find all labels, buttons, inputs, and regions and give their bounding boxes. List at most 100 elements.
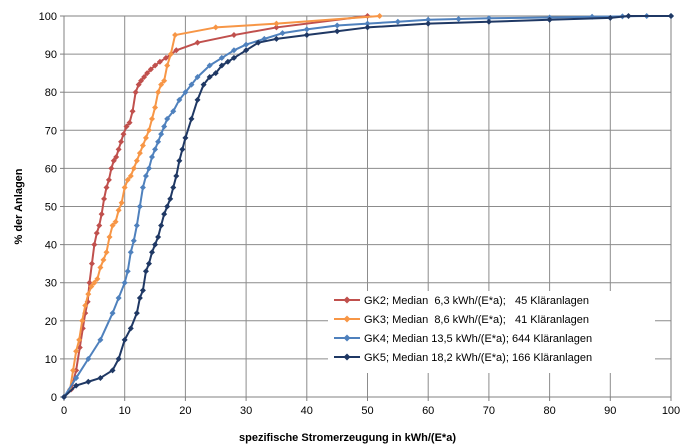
data-point — [230, 32, 237, 39]
data-point — [303, 26, 310, 33]
data-point — [164, 203, 171, 210]
data-point — [152, 104, 159, 111]
data-point — [145, 260, 152, 267]
data-point — [123, 123, 130, 130]
data-point — [303, 32, 310, 39]
legend-label: GK3; Median 8,6 kWh/(E*a); 41 Kläranlage… — [364, 314, 589, 326]
data-point — [485, 15, 492, 22]
data-point — [135, 81, 142, 88]
data-point — [103, 249, 110, 256]
data-point — [149, 153, 156, 160]
data-point — [79, 317, 86, 324]
y-tick-label: 50 — [45, 202, 57, 214]
x-tick-label: 40 — [301, 405, 313, 417]
y-tick-label: 80 — [45, 87, 57, 99]
data-point — [98, 211, 105, 218]
data-point — [158, 81, 165, 88]
data-point — [126, 119, 133, 126]
x-axis-title: spezifische Stromerzeugung in kWh/(E*a) — [239, 432, 456, 444]
data-point — [212, 70, 219, 77]
y-axis-title: % der Anlagen — [13, 168, 25, 244]
data-point — [273, 35, 280, 42]
data-point — [218, 54, 225, 61]
data-point — [142, 134, 149, 141]
data-point — [113, 153, 120, 160]
data-point — [364, 20, 371, 27]
data-point — [425, 20, 432, 27]
x-tick-label: 10 — [119, 405, 131, 417]
data-point — [161, 211, 168, 218]
legend-swatch-marker — [343, 296, 351, 304]
data-point — [85, 378, 92, 385]
data-point — [76, 336, 83, 343]
data-point — [164, 115, 171, 122]
y-tick-label: 90 — [45, 49, 57, 61]
data-point — [155, 89, 162, 96]
y-tick-label: 60 — [45, 163, 57, 175]
data-point — [194, 73, 201, 80]
data-point — [172, 32, 179, 39]
x-tick-label: 60 — [422, 405, 434, 417]
data-point — [394, 18, 401, 25]
data-point — [105, 176, 112, 183]
legend-swatch-marker — [343, 334, 351, 342]
data-point — [200, 81, 207, 88]
data-point — [167, 195, 174, 202]
data-point — [218, 62, 225, 69]
data-point — [243, 47, 250, 54]
data-point — [212, 24, 219, 31]
data-point — [108, 165, 115, 172]
legend-item: GK5; Median 18,2 kWh/(E*a); 166 Kläranla… — [334, 352, 592, 364]
legend-swatch-marker — [343, 353, 351, 361]
data-point — [97, 264, 104, 271]
data-point — [70, 367, 77, 374]
x-tick-label: 70 — [483, 405, 495, 417]
data-point — [425, 16, 432, 23]
data-point — [161, 123, 168, 130]
data-point — [161, 77, 168, 84]
data-point — [279, 30, 286, 37]
data-point — [121, 279, 128, 286]
data-point — [376, 13, 383, 19]
legend-label: GK4; Median 13,5 kWh/(E*a); 644 Kläranla… — [364, 333, 592, 345]
y-tick-label: 0 — [51, 392, 57, 404]
data-point — [162, 54, 169, 61]
data-point — [109, 222, 116, 229]
data-point — [115, 294, 122, 301]
data-point — [152, 62, 159, 69]
data-point — [133, 157, 140, 164]
series-line — [63, 15, 671, 398]
x-tick-label: 0 — [61, 405, 67, 417]
data-point — [194, 39, 201, 46]
data-point — [139, 287, 146, 294]
data-point — [155, 138, 162, 145]
data-point — [546, 16, 553, 23]
data-point — [61, 394, 67, 400]
data-point — [130, 237, 137, 244]
data-point — [144, 70, 151, 77]
data-point — [167, 51, 174, 58]
data-point — [127, 249, 134, 256]
data-point — [173, 173, 180, 180]
data-point — [182, 89, 189, 96]
data-point — [88, 260, 95, 267]
data-point — [91, 241, 98, 248]
data-point — [188, 81, 195, 88]
data-point — [88, 283, 95, 290]
data-point — [206, 62, 213, 69]
x-tick-label: 90 — [604, 405, 616, 417]
data-point — [118, 138, 125, 145]
y-tick-label: 70 — [45, 125, 57, 137]
data-point — [158, 131, 165, 138]
legend-item: GK3; Median 8,6 kWh/(E*a); 41 Kläranlage… — [334, 314, 589, 326]
data-point — [73, 367, 80, 374]
data-point — [139, 142, 146, 149]
data-point — [224, 58, 231, 65]
data-point — [103, 184, 110, 191]
data-point — [485, 18, 492, 25]
data-point — [142, 173, 149, 180]
data-point — [139, 184, 146, 191]
data-point — [91, 279, 98, 286]
data-point — [136, 294, 143, 301]
data-point — [82, 302, 89, 309]
